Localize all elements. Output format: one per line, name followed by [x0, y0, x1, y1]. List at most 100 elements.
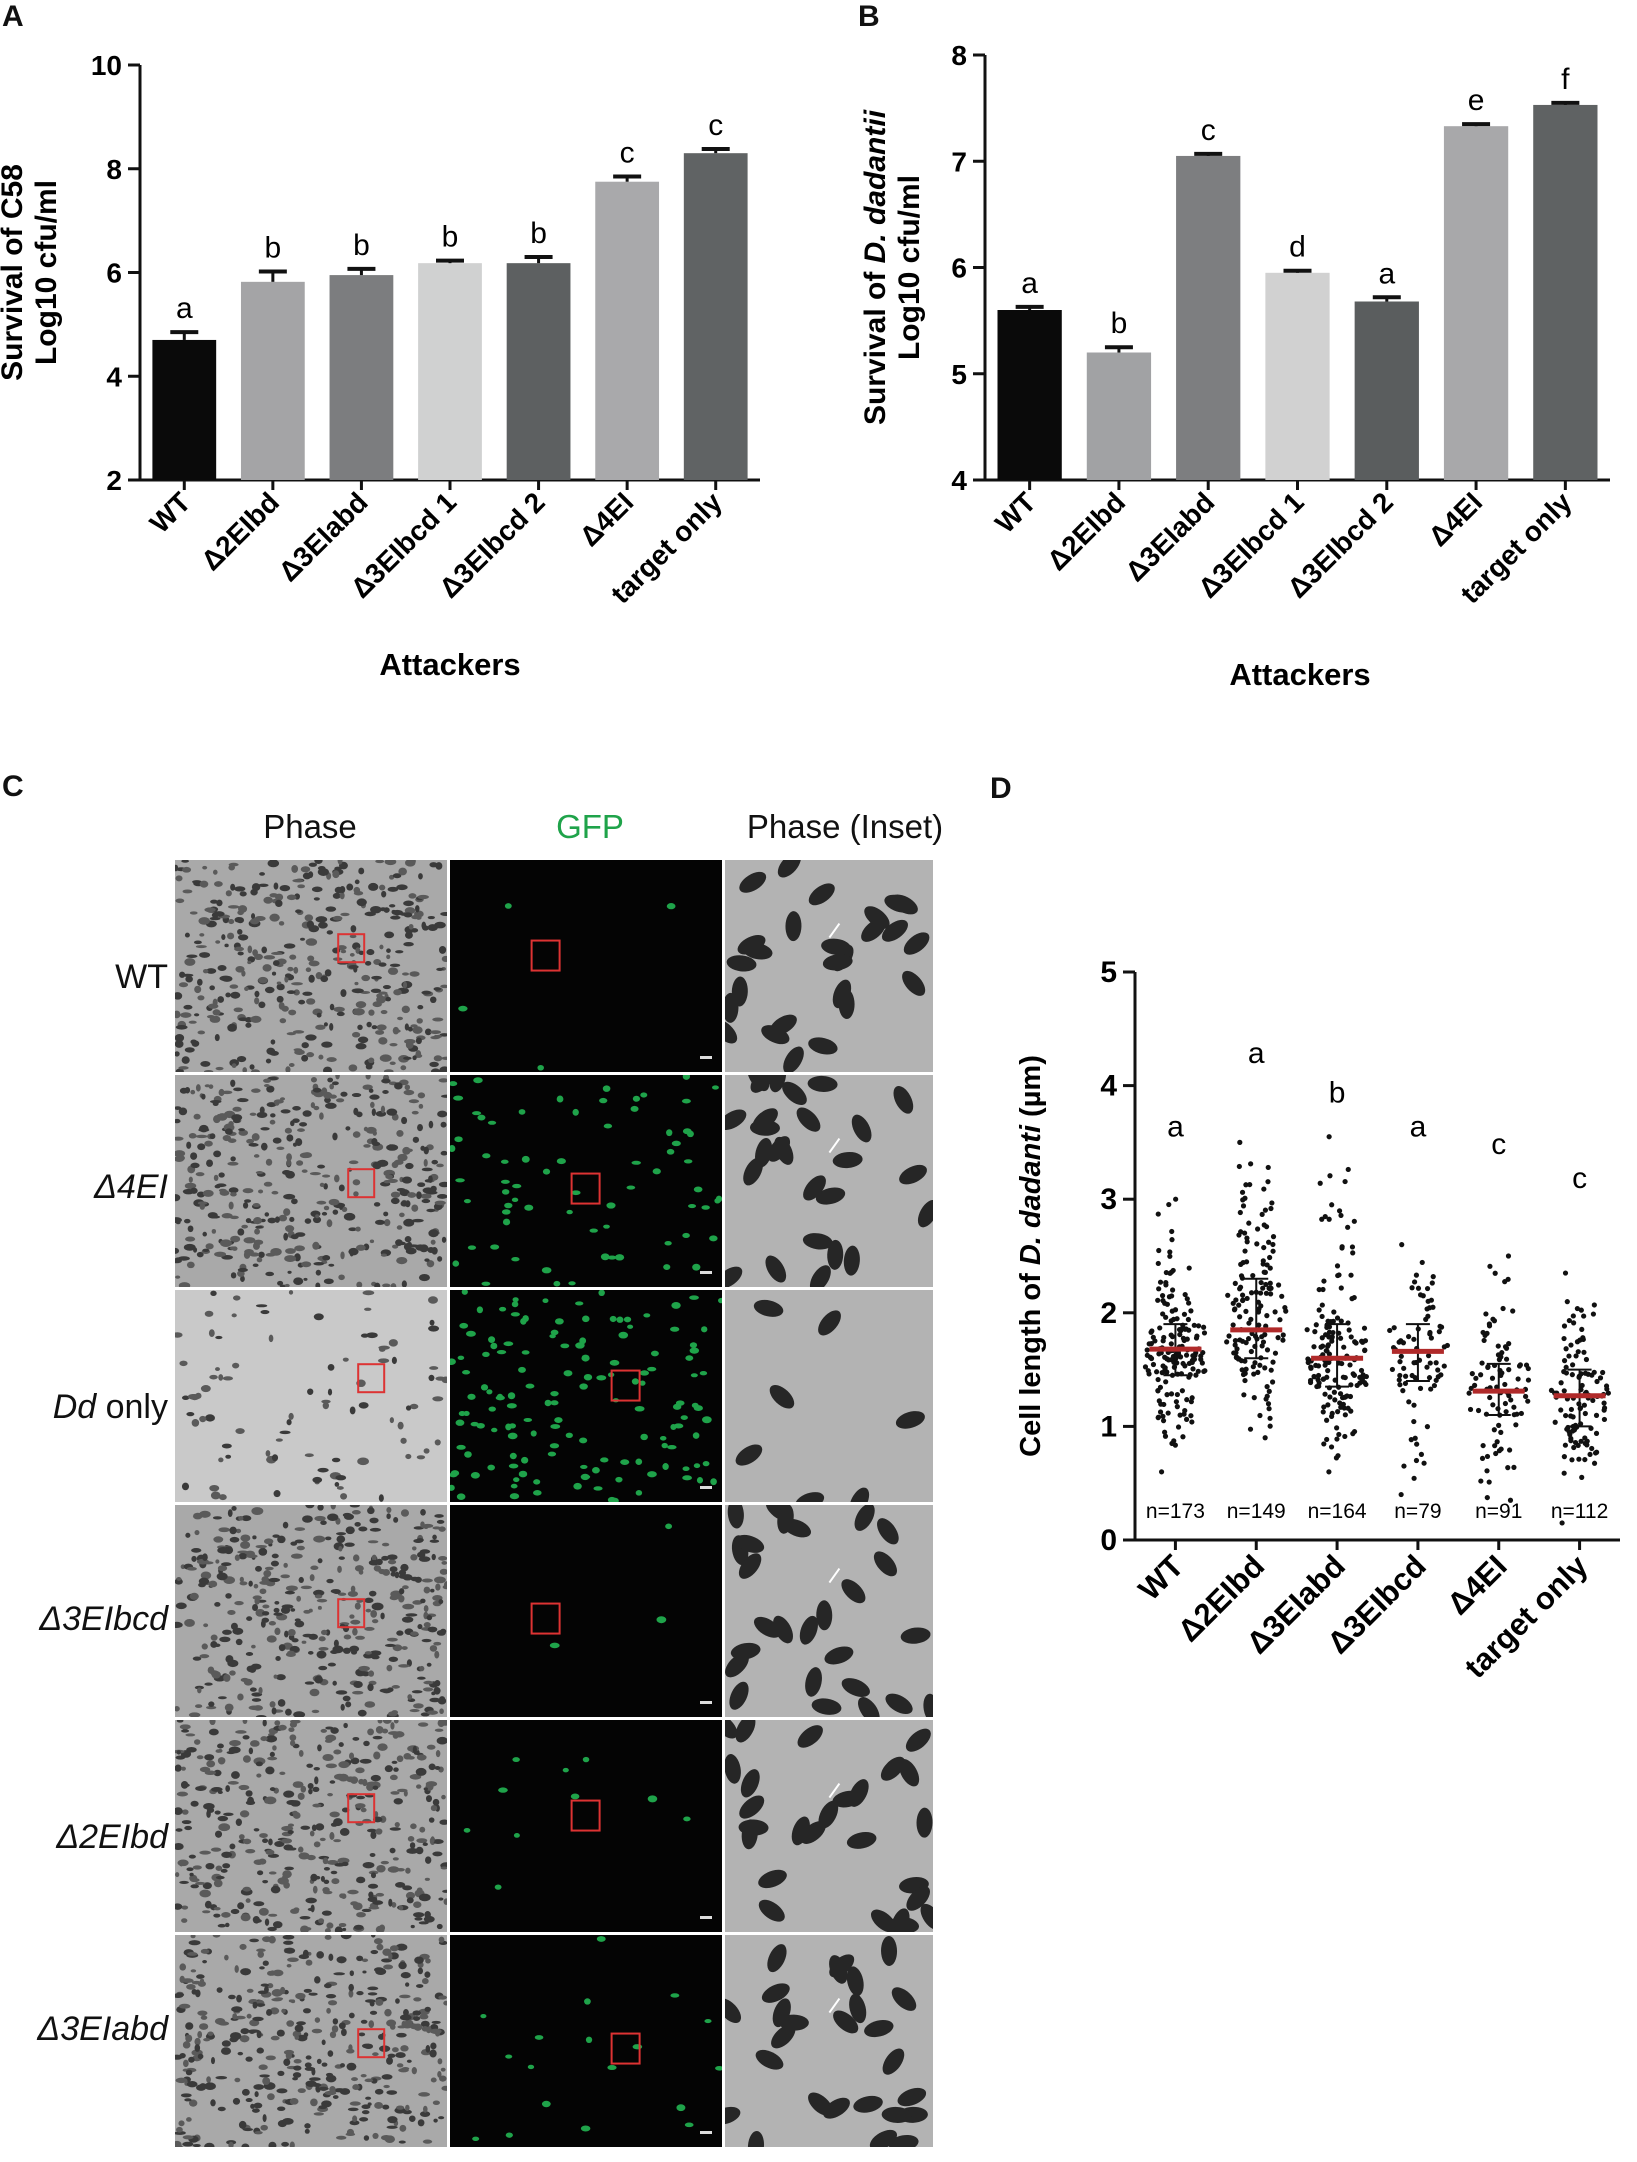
cell	[258, 2064, 268, 2070]
cell	[266, 1635, 277, 1643]
cell	[228, 1746, 241, 1754]
cell	[314, 1675, 323, 1684]
cell	[411, 1204, 419, 1212]
cell	[183, 2059, 189, 2068]
cell	[266, 2009, 273, 2016]
data-point	[1397, 1372, 1403, 1379]
cell	[423, 1680, 434, 1685]
cell	[413, 1538, 424, 1543]
cell	[372, 1735, 383, 1740]
cell	[307, 1907, 314, 1911]
data-point	[1162, 1300, 1168, 1306]
gfp-cell	[666, 903, 676, 910]
data-point	[1342, 1374, 1348, 1381]
cell	[225, 1454, 232, 1459]
data-point	[1162, 1354, 1168, 1360]
cell	[277, 1535, 286, 1544]
cell	[371, 1619, 379, 1624]
cell	[408, 923, 414, 930]
data-point	[1431, 1382, 1438, 1389]
cell	[208, 1728, 219, 1736]
gfp-cell	[513, 1833, 520, 1838]
cell	[348, 1064, 358, 1072]
data-point	[1240, 1197, 1246, 1203]
data-point	[1268, 1367, 1274, 1373]
cell	[175, 1602, 187, 1610]
data-point	[1411, 1360, 1417, 1366]
cell	[236, 1055, 247, 1063]
cell	[259, 2074, 270, 2078]
gfp-cell	[494, 1884, 502, 1890]
data-point	[1144, 1347, 1150, 1353]
gfp-cell	[476, 1306, 484, 1314]
cell	[431, 1553, 436, 1561]
cell	[401, 1116, 408, 1125]
gfp-cell	[501, 1189, 510, 1195]
data-point	[1510, 1308, 1516, 1314]
data-point	[1168, 1332, 1174, 1338]
cell	[293, 2065, 302, 2071]
gfp-cell	[450, 1081, 458, 1087]
cell	[393, 989, 402, 996]
cell	[283, 1232, 289, 1241]
cell	[211, 1228, 217, 1234]
data-point	[1263, 1290, 1269, 1296]
cell	[416, 1984, 424, 1988]
cell	[429, 862, 438, 868]
gfp-cell	[542, 1298, 549, 1304]
inset-cell	[899, 1164, 927, 1185]
cell	[288, 1062, 295, 1068]
data-point	[1317, 1180, 1323, 1186]
cell	[252, 1263, 259, 1267]
data-point	[1411, 1279, 1418, 1285]
cell	[206, 1159, 214, 1167]
cell	[263, 1570, 272, 1578]
cell	[435, 1583, 441, 1591]
cell	[278, 1644, 286, 1652]
cell	[349, 1406, 356, 1415]
x-axis-title: Attackers	[379, 647, 520, 682]
cell	[354, 1565, 364, 1572]
data-point	[1341, 1344, 1347, 1350]
cell	[240, 1541, 251, 1549]
cell	[215, 2075, 228, 2080]
inset-cell	[920, 1903, 933, 1931]
cell	[329, 1832, 335, 1840]
cell	[285, 2051, 292, 2060]
inset-cell	[881, 2106, 912, 2123]
cell	[289, 1216, 295, 1222]
cell	[440, 1094, 447, 1098]
data-point	[1444, 1342, 1451, 1349]
data-point	[1408, 1437, 1414, 1443]
cell	[348, 1983, 354, 1992]
cell	[339, 1828, 350, 1836]
inset-cell	[805, 1667, 822, 1697]
data-point	[1239, 1367, 1245, 1373]
cell	[384, 860, 397, 866]
cell	[429, 2049, 437, 2058]
inset-cell	[750, 1075, 774, 1093]
cell	[209, 1099, 222, 1104]
data-point	[1425, 1313, 1431, 1319]
cell	[295, 909, 302, 914]
cell	[338, 1274, 345, 1281]
cell	[411, 1110, 419, 1115]
cell	[230, 1908, 240, 1915]
cell	[276, 2029, 285, 2037]
gfp-cell	[593, 1486, 603, 1491]
cell	[370, 1831, 377, 1839]
data-point	[1582, 1370, 1589, 1376]
cell	[248, 1143, 259, 1147]
cell	[313, 1105, 320, 1111]
cell	[440, 1121, 447, 1128]
cell	[424, 1179, 433, 1183]
cell	[185, 1733, 196, 1737]
cell	[245, 1554, 258, 1559]
cell	[261, 946, 268, 954]
cell	[202, 1910, 211, 1914]
data-point	[1427, 1329, 1433, 1336]
cell	[273, 1607, 280, 1613]
cell	[358, 1665, 370, 1672]
cell	[251, 2108, 260, 2113]
cell	[412, 2016, 421, 2021]
